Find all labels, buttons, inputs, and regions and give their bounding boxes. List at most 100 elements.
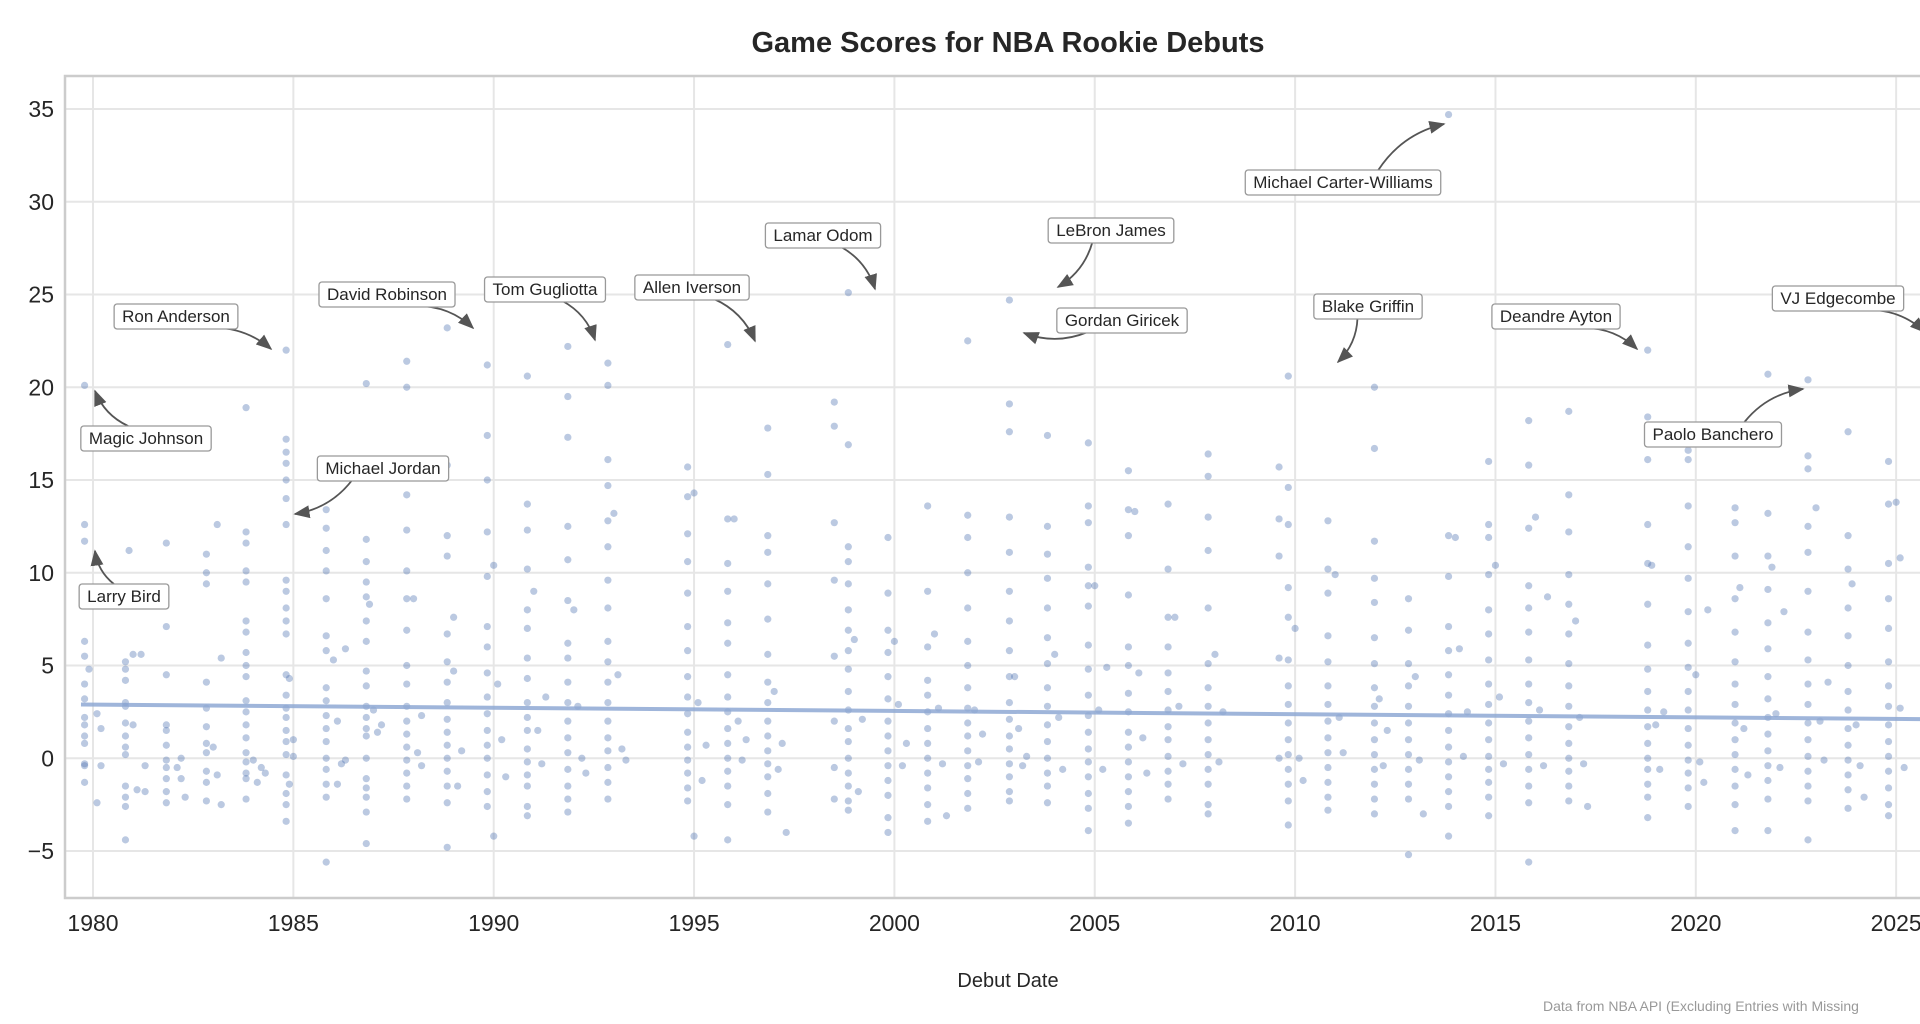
data-point <box>1284 656 1292 664</box>
data-point <box>1684 446 1692 454</box>
data-point <box>362 754 370 762</box>
data-point <box>1744 771 1752 779</box>
data-point <box>483 572 491 581</box>
data-point <box>1375 695 1383 703</box>
data-point <box>1370 537 1379 545</box>
data-point <box>1731 700 1739 709</box>
data-point <box>924 676 932 684</box>
data-point <box>1565 739 1573 748</box>
data-point <box>1485 571 1493 579</box>
data-point <box>1164 565 1172 573</box>
data-point <box>978 730 987 738</box>
data-point <box>924 502 932 510</box>
data-point <box>1852 721 1860 729</box>
data-point <box>202 580 210 588</box>
data-point <box>403 756 411 764</box>
data-point <box>1005 400 1014 408</box>
data-point <box>1644 520 1652 529</box>
data-point <box>162 775 170 783</box>
data-point <box>1525 765 1533 773</box>
data-point <box>1764 619 1772 627</box>
data-point <box>1124 532 1133 540</box>
data-point <box>1804 719 1812 727</box>
data-point <box>1485 765 1493 773</box>
annotation-label: Tom Gugliotta <box>493 280 598 299</box>
data-point <box>1043 799 1052 807</box>
data-point <box>618 745 626 753</box>
data-point <box>403 491 411 499</box>
data-point <box>1324 517 1332 525</box>
data-point <box>403 769 411 777</box>
data-point <box>1275 552 1283 560</box>
data-point <box>844 289 852 297</box>
data-point <box>1284 483 1292 492</box>
data-point <box>362 593 370 601</box>
data-point <box>1804 656 1812 664</box>
data-point <box>724 754 732 762</box>
data-point <box>282 476 290 484</box>
data-point <box>1844 706 1852 714</box>
data-point <box>844 687 852 696</box>
data-point <box>1884 457 1893 466</box>
data-point <box>93 710 101 718</box>
data-point <box>1485 520 1493 529</box>
data-point <box>844 441 852 449</box>
data-point <box>884 648 892 657</box>
data-point <box>1731 552 1739 560</box>
data-point <box>1124 773 1133 781</box>
data-point <box>1043 522 1052 530</box>
data-point <box>1565 491 1573 499</box>
annotation-arrow <box>417 305 475 330</box>
data-point <box>1124 743 1133 751</box>
data-point <box>684 530 692 538</box>
data-point <box>1284 372 1292 380</box>
data-point <box>1525 699 1533 707</box>
data-point <box>121 665 130 673</box>
data-point <box>1059 765 1067 773</box>
data-point <box>483 693 491 701</box>
data-point <box>1764 585 1772 594</box>
data-point <box>483 710 491 718</box>
data-point <box>1005 647 1014 655</box>
data-point <box>362 808 370 816</box>
data-point <box>483 476 491 484</box>
data-point <box>458 747 466 755</box>
data-point <box>1043 684 1052 692</box>
data-point <box>173 763 181 772</box>
data-point <box>242 628 250 636</box>
data-point <box>564 734 572 742</box>
data-point <box>764 732 772 740</box>
data-point <box>702 741 710 749</box>
data-point <box>1485 793 1493 801</box>
data-point <box>1768 563 1776 571</box>
data-point <box>698 776 706 785</box>
data-point <box>1444 532 1453 540</box>
data-point <box>362 775 370 783</box>
data-point <box>1204 450 1212 458</box>
data-point <box>1103 663 1111 671</box>
data-point <box>483 741 491 749</box>
data-point <box>1370 719 1379 727</box>
data-point <box>764 532 772 540</box>
y-tick-label: 30 <box>28 189 54 215</box>
data-point <box>322 524 330 532</box>
data-point <box>604 576 612 584</box>
data-point <box>538 760 546 768</box>
data-point <box>1571 617 1580 625</box>
data-point <box>417 762 426 770</box>
annotation-label: Paolo Banchero <box>1653 425 1774 444</box>
data-point <box>322 780 330 788</box>
annotation-box <box>113 303 239 330</box>
data-point <box>362 667 370 675</box>
data-point <box>1164 669 1172 677</box>
data-point <box>1204 810 1212 818</box>
data-point <box>1531 513 1540 521</box>
data-point <box>764 760 772 768</box>
data-point <box>1444 671 1453 679</box>
y-tick-label: −5 <box>28 838 54 864</box>
data-point <box>724 671 732 679</box>
data-point <box>1204 719 1212 727</box>
data-point <box>242 697 250 705</box>
data-point <box>1084 804 1092 812</box>
data-point <box>1543 593 1552 601</box>
